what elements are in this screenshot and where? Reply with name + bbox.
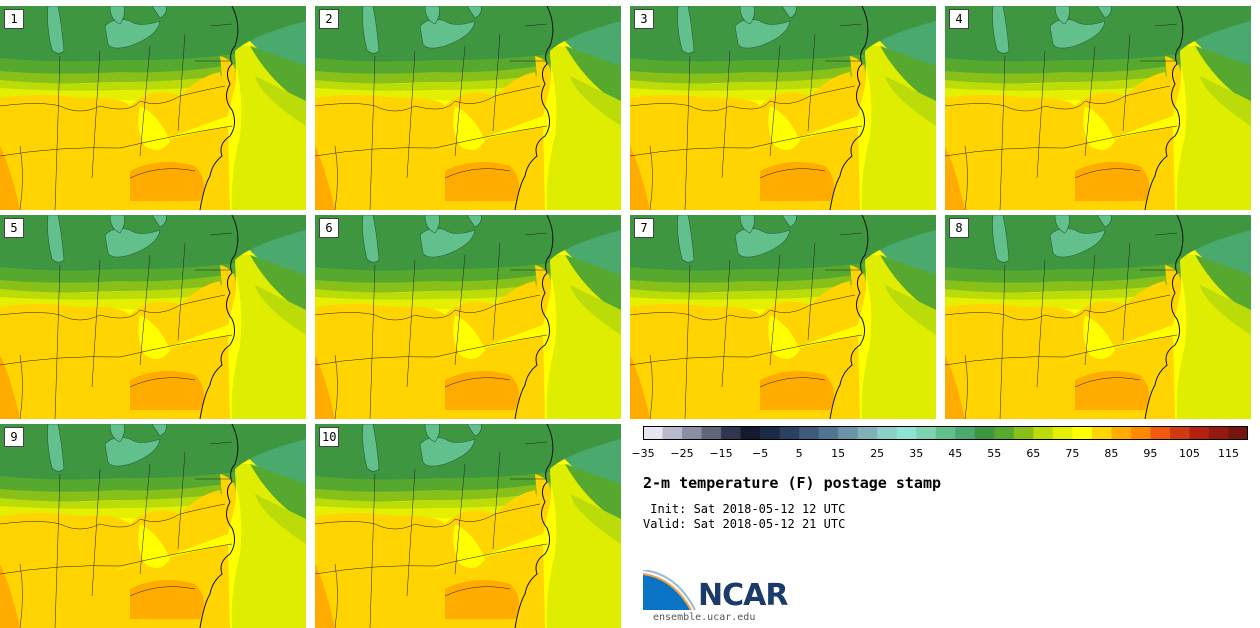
colorbar-swatch <box>1150 426 1171 440</box>
panel-number: 1 <box>4 9 24 29</box>
site-url: ensemble.ucar.edu <box>653 612 756 623</box>
colorbar-swatch <box>1111 426 1132 440</box>
colorbar-swatch <box>643 426 664 440</box>
ncar-wordmark: NCAR <box>698 578 788 613</box>
colorbar-swatch <box>779 426 800 440</box>
map-panel-10: 10 <box>315 424 621 628</box>
colorbar-swatch <box>877 426 898 440</box>
panel-number: 9 <box>4 427 24 447</box>
valid-time: Valid: Sat 2018-05-12 21 UTC <box>643 517 846 531</box>
map-panel-5: 5 <box>0 215 306 419</box>
colorbar-swatch <box>857 426 878 440</box>
colorbar-swatch <box>1208 426 1229 440</box>
colorbar-swatch <box>838 426 859 440</box>
colorbar-tick-label: 95 <box>1143 447 1158 460</box>
colorbar-swatch <box>1033 426 1054 440</box>
colorbar-tick-label: 85 <box>1104 447 1119 460</box>
colorbar-swatch <box>1091 426 1112 440</box>
colorbar-swatch <box>955 426 976 440</box>
init-time: Init: Sat 2018-05-12 12 UTC <box>643 502 846 516</box>
colorbar-swatch <box>1189 426 1210 440</box>
chart-title: 2-m temperature (F) postage stamp <box>643 474 942 492</box>
colorbar-tick-label: −35 <box>631 447 655 460</box>
panel-number: 2 <box>319 9 339 29</box>
panel-number: 10 <box>319 427 340 447</box>
colorbar-tick-label: 45 <box>948 447 963 460</box>
colorbar-swatch <box>1013 426 1034 440</box>
colorbar-swatch <box>916 426 937 440</box>
panel-number: 5 <box>4 218 24 238</box>
map-panel-3: 3 <box>630 6 936 210</box>
colorbar-swatch <box>896 426 917 440</box>
colorbar-tick-label: −15 <box>709 447 733 460</box>
panel-number: 4 <box>949 9 969 29</box>
map-panel-9: 9 <box>0 424 306 628</box>
map-panel-8: 8 <box>945 215 1251 419</box>
map-panel-2: 2 <box>315 6 621 210</box>
panel-number: 7 <box>634 218 654 238</box>
colorbar-swatch <box>701 426 722 440</box>
colorbar-tick-label: 75 <box>1065 447 1080 460</box>
colorbar-swatch <box>1072 426 1093 440</box>
map-panel-7: 7 <box>630 215 936 419</box>
colorbar-swatch <box>818 426 839 440</box>
panel-number: 3 <box>634 9 654 29</box>
colorbar-swatch <box>1130 426 1151 440</box>
panel-number: 6 <box>319 218 339 238</box>
colorbar-swatch <box>935 426 956 440</box>
colorbar-tick-label: 115 <box>1217 447 1239 460</box>
colorbar-swatch <box>721 426 742 440</box>
colorbar-swatch <box>740 426 761 440</box>
colorbar-tick-label: 105 <box>1178 447 1200 460</box>
colorbar-swatch <box>760 426 781 440</box>
colorbar-tick-label: 35 <box>909 447 924 460</box>
colorbar-tick-label: 65 <box>1026 447 1041 460</box>
colorbar-tick-label: 5 <box>795 447 803 460</box>
panel-number: 8 <box>949 218 969 238</box>
colorbar-tick-label: 25 <box>870 447 885 460</box>
colorbar-swatch <box>994 426 1015 440</box>
colorbar-swatch <box>682 426 703 440</box>
colorbar-tick-label: 55 <box>987 447 1002 460</box>
colorbar-swatch <box>1169 426 1190 440</box>
colorbar-swatch <box>1052 426 1073 440</box>
map-panel-1: 1 <box>0 6 306 210</box>
colorbar-tick-label: −25 <box>670 447 694 460</box>
colorbar-swatch <box>974 426 995 440</box>
colorbar-tick-label: 15 <box>831 447 846 460</box>
map-panel-4: 4 <box>945 6 1251 210</box>
colorbar <box>643 426 1248 440</box>
colorbar-ticks: −35 −25 −15 −5 5 15 25 35 45 55 65 75 85 95 105 115 <box>631 447 1248 461</box>
colorbar-tick-label: −5 <box>751 447 769 460</box>
colorbar-swatch <box>1228 426 1248 440</box>
colorbar-swatch <box>799 426 820 440</box>
ncar-logo-icon <box>643 570 696 611</box>
map-panel-6: 6 <box>315 215 621 419</box>
colorbar-swatch <box>662 426 683 440</box>
